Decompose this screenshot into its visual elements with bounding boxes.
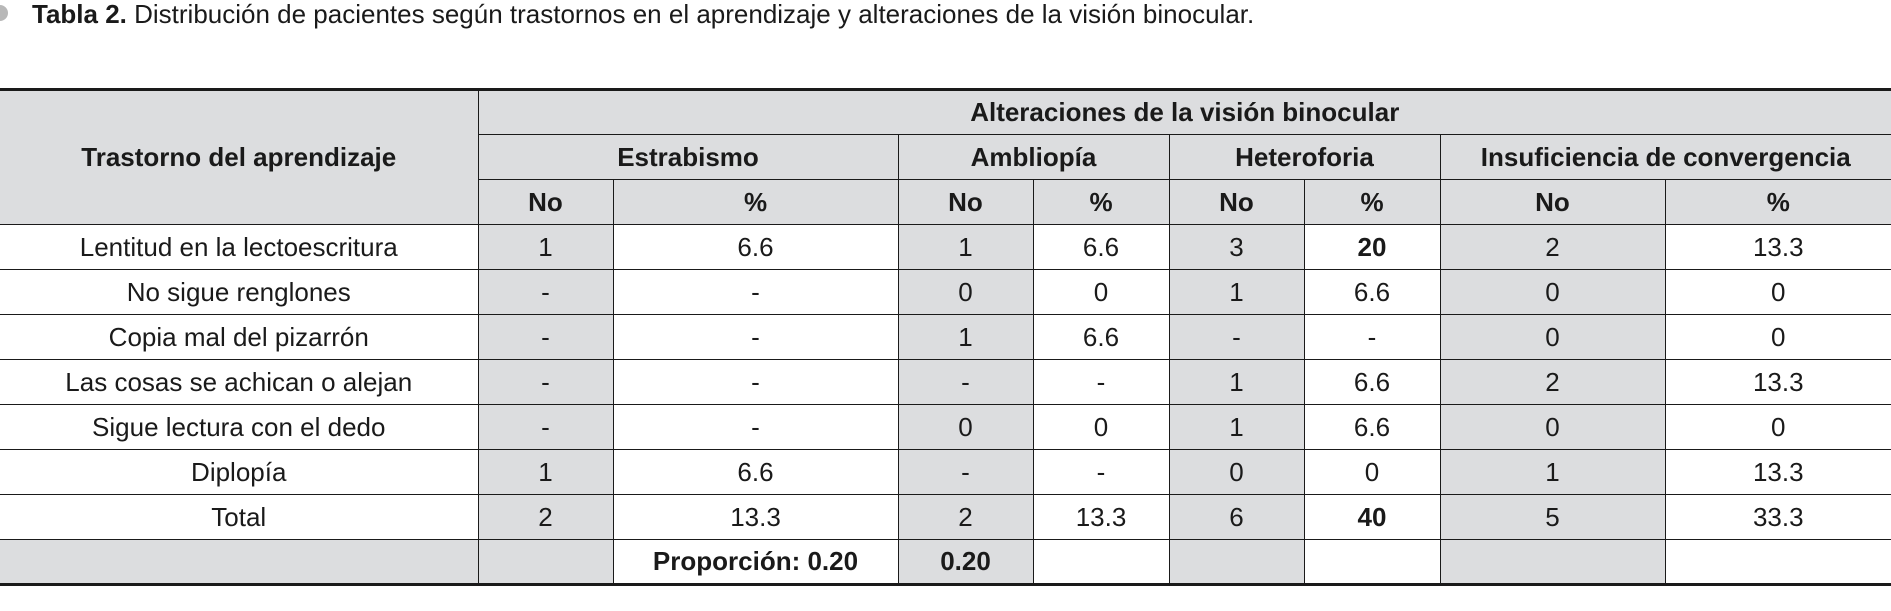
count-cell: - xyxy=(477,269,614,315)
count-cell: - xyxy=(1168,314,1305,360)
percent-cell: 13.3 xyxy=(1664,449,1891,495)
table-row: No sigue renglones - -0 0 1 6.6 0 0 xyxy=(0,269,1891,315)
subheader-pct: % xyxy=(1303,179,1441,225)
category-header: Insuficiencia de convergencia xyxy=(1439,134,1891,180)
data-table: Trastorno del aprendizaje Alteraciones d… xyxy=(0,88,1891,586)
category-header: Estrabismo xyxy=(478,134,899,180)
row-label: Lentitud en la lectoescritura xyxy=(0,224,479,270)
group-header: Alteraciones de la visión binocular xyxy=(477,89,1891,135)
count-cell: 6 xyxy=(1168,494,1305,540)
row-label: No sigue renglones xyxy=(0,269,479,315)
row-label: Diplopía xyxy=(0,449,479,495)
count-cell: 0 xyxy=(1439,269,1666,315)
empty-cell xyxy=(0,539,479,585)
row-header: Trastorno del aprendizaje xyxy=(0,89,479,225)
count-cell: 0 xyxy=(1439,404,1666,450)
count-cell: 0 xyxy=(1168,449,1305,495)
count-cell: 1 xyxy=(1168,359,1305,405)
count-cell: - xyxy=(477,314,614,360)
percent-cell: - xyxy=(1032,449,1170,495)
count-cell: 1 xyxy=(1168,269,1305,315)
empty-cell xyxy=(1168,539,1305,585)
count-cell: 2 xyxy=(897,494,1034,540)
percent-cell: - xyxy=(612,269,899,315)
count-cell: 3 xyxy=(1168,224,1305,270)
percent-cell: 0 xyxy=(1664,314,1891,360)
percent-cell: 0 xyxy=(1664,404,1891,450)
count-cell: - xyxy=(477,404,614,450)
percent-cell: 20 xyxy=(1303,224,1441,270)
percent-cell: 33.3 xyxy=(1664,494,1891,540)
subheader-pct: % xyxy=(1664,179,1891,225)
count-cell: - xyxy=(477,359,614,405)
proportion-value: 0.20 xyxy=(897,539,1034,585)
percent-cell: 6.6 xyxy=(612,224,899,270)
count-cell: 2 xyxy=(1439,224,1666,270)
count-cell: 5 xyxy=(1439,494,1666,540)
subheader-pct: % xyxy=(1032,179,1170,225)
count-cell: 1 xyxy=(897,314,1034,360)
percent-cell: - xyxy=(1032,359,1170,405)
subheader-pct: % xyxy=(612,179,899,225)
percent-cell: - xyxy=(612,404,899,450)
count-cell: 2 xyxy=(477,494,614,540)
subheader-no: No xyxy=(1439,179,1666,225)
percent-cell: 13.3 xyxy=(1664,359,1891,405)
count-cell: 1 xyxy=(897,224,1034,270)
table-row: Lentitud en la lectoescritura 1 6.6 1 6.6 3 20… xyxy=(0,224,1891,270)
percent-cell: 6.6 xyxy=(1032,224,1170,270)
count-cell: 0 xyxy=(1439,314,1666,360)
caption-label: Tabla 2. xyxy=(32,0,127,29)
percent-cell: 40 xyxy=(1303,494,1441,540)
count-cell: 1 xyxy=(1168,404,1305,450)
table-row: Sigue lectura con el dedo - -0 0 1 6.6 0 0 xyxy=(0,404,1891,450)
empty-cell xyxy=(1303,539,1441,585)
percent-cell: 0 xyxy=(1664,269,1891,315)
percent-cell: - xyxy=(612,359,899,405)
empty-cell xyxy=(1664,539,1891,585)
count-cell: 0 xyxy=(897,404,1034,450)
empty-cell xyxy=(1439,539,1666,585)
percent-cell: 6.6 xyxy=(1303,359,1441,405)
count-cell: - xyxy=(897,359,1034,405)
caption-text: Distribución de pacientes según trastorn… xyxy=(126,0,1255,29)
empty-cell xyxy=(1032,539,1170,585)
percent-cell: 0 xyxy=(1303,449,1441,495)
proportion-row: Proporción: 0.20 0.20 xyxy=(0,539,1891,585)
percent-cell: 0 xyxy=(1032,404,1170,450)
percent-cell: 13.3 xyxy=(1032,494,1170,540)
count-cell: 1 xyxy=(1439,449,1666,495)
percent-cell: 6.6 xyxy=(1303,269,1441,315)
row-label: Sigue lectura con el dedo xyxy=(0,404,479,450)
percent-cell: 13.3 xyxy=(1664,224,1891,270)
row-label: Total xyxy=(0,494,479,540)
subheader-no: No xyxy=(1168,179,1305,225)
count-cell: 0 xyxy=(897,269,1034,315)
count-cell: 1 xyxy=(477,449,614,495)
percent-cell: 6.6 xyxy=(612,449,899,495)
count-cell: - xyxy=(897,449,1034,495)
table-row: Copia mal del pizarrón - -1 6.6- -0 0 xyxy=(0,314,1891,360)
count-cell: 1 xyxy=(477,224,614,270)
table-row: Las cosas se achican o alejan - - - -1 6.6 2 13… xyxy=(0,359,1891,405)
percent-cell: - xyxy=(612,314,899,360)
percent-cell: 13.3 xyxy=(612,494,899,540)
row-label: Las cosas se achican o alejan xyxy=(0,359,479,405)
percent-cell: 6.6 xyxy=(1032,314,1170,360)
percent-cell: 6.6 xyxy=(1303,404,1441,450)
subheader-no: No xyxy=(897,179,1034,225)
table-row: Diplopía 1 6.6- -0 0 1 13.3 xyxy=(0,449,1891,495)
subheader-no: No xyxy=(478,179,614,225)
percent-cell: 0 xyxy=(1032,269,1170,315)
percent-cell: - xyxy=(1303,314,1441,360)
table-row: Total 2 13.3 2 13.3 6 40 5 33.3 xyxy=(0,494,1891,540)
proportion-label: Proporción: 0.20 xyxy=(612,539,899,585)
caption-bullet-icon xyxy=(0,5,8,21)
category-header: Heteroforia xyxy=(1168,134,1441,180)
count-cell: 2 xyxy=(1439,359,1666,405)
table-caption: Tabla 2. Distribución de pacientes según… xyxy=(0,0,1254,28)
category-header: Ambliopía xyxy=(897,134,1170,180)
row-label: Copia mal del pizarrón xyxy=(0,314,479,360)
empty-cell xyxy=(477,539,614,585)
